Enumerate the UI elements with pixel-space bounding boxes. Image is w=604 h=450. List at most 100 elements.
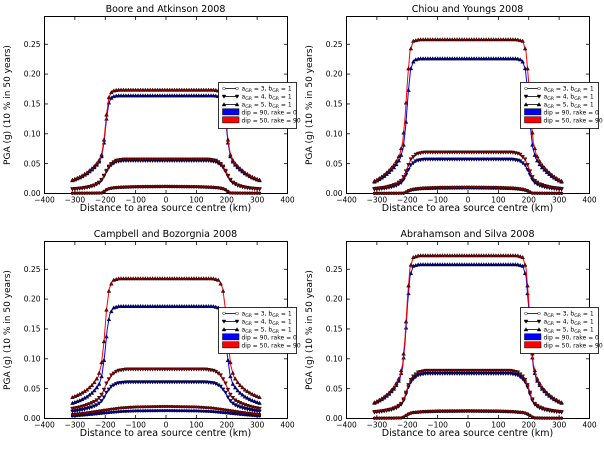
marker-triangle-up bbox=[234, 102, 240, 107]
marker-triangle-up bbox=[213, 87, 219, 92]
marker-triangle-down bbox=[84, 185, 90, 190]
marker-triangle-down bbox=[116, 368, 121, 373]
marker-triangle-up bbox=[556, 398, 562, 403]
y-tick-label: 0.00 bbox=[24, 414, 41, 423]
marker-triangle-down bbox=[79, 186, 85, 191]
legend-patch bbox=[524, 108, 542, 116]
marker-triangle-down bbox=[413, 372, 418, 377]
marker-triangle-down bbox=[87, 184, 92, 189]
marker-triangle-down bbox=[411, 374, 416, 379]
marker-triangle-down bbox=[96, 180, 102, 185]
marker-triangle-down bbox=[121, 368, 126, 373]
marker-triangle-up bbox=[89, 390, 95, 395]
marker-triangle-down bbox=[520, 374, 525, 379]
marker-triangle-down bbox=[79, 404, 85, 409]
marker-circle bbox=[235, 311, 239, 316]
marker-triangle-down bbox=[415, 151, 421, 156]
marker-triangle-up bbox=[389, 387, 394, 392]
marker-triangle-up bbox=[515, 262, 521, 267]
y-axis-label: PGA (g) (10 % in 50 years) bbox=[2, 269, 13, 390]
marker-triangle-down bbox=[82, 185, 87, 190]
x-tick-label: −100 bbox=[427, 421, 448, 430]
marker-triangle-down bbox=[94, 398, 99, 403]
marker-triangle-down bbox=[532, 401, 538, 406]
marker-triangle-up bbox=[518, 38, 523, 43]
marker-triangle-up bbox=[99, 152, 104, 157]
marker-triangle-up bbox=[544, 390, 550, 395]
markers-aGR-4-dip-50-rake-90 bbox=[70, 367, 262, 411]
marker-triangle-up bbox=[252, 392, 257, 397]
marker-triangle-down bbox=[228, 399, 233, 404]
marker-triangle-up bbox=[403, 100, 409, 105]
marker-circle bbox=[102, 189, 106, 193]
marker-circle bbox=[223, 188, 228, 192]
marker-triangle-up bbox=[106, 95, 112, 100]
x-tick-label: −100 bbox=[125, 421, 146, 430]
marker-triangle-up bbox=[552, 174, 557, 179]
marker-triangle-up bbox=[398, 152, 404, 157]
marker-triangle-down bbox=[228, 392, 233, 397]
x-tick-label: 0 bbox=[164, 196, 169, 205]
marker-triangle-up bbox=[96, 381, 102, 386]
marker-triangle-up bbox=[213, 93, 219, 98]
marker-triangle-down bbox=[234, 94, 240, 99]
marker-triangle-up bbox=[401, 351, 406, 356]
marker-triangle-down bbox=[228, 177, 233, 182]
marker-triangle-up bbox=[406, 283, 411, 288]
legend-patch bbox=[222, 116, 240, 124]
marker-triangle-up bbox=[515, 56, 521, 61]
marker-triangle-up bbox=[518, 254, 523, 259]
markers-aGR-3-dip-50-rake-90 bbox=[372, 409, 564, 420]
marker-triangle-down bbox=[518, 152, 523, 157]
x-tick-label: −400 bbox=[34, 421, 55, 430]
plot-canvas: −400 −300 −200 −100 0 100 200 300 400 0.00 0.05 0.1… bbox=[24, 241, 301, 430]
marker-triangle-down bbox=[94, 182, 99, 187]
marker-triangle-up bbox=[233, 385, 238, 390]
marker-triangle-down bbox=[391, 406, 397, 411]
x-axis-label: Distance to area source centre (km) bbox=[381, 428, 554, 439]
marker-triangle-down bbox=[381, 185, 387, 190]
marker-triangle-up bbox=[101, 339, 107, 344]
marker-triangle-up bbox=[556, 177, 562, 182]
marker-triangle-down bbox=[111, 383, 116, 388]
x-axis-label: Distance to area source centre (km) bbox=[381, 203, 554, 214]
y-axis-label: PGA (g) (10 % in 50 years) bbox=[304, 269, 315, 390]
markers-aGR-4-dip-50-rake-90 bbox=[372, 368, 564, 415]
marker-triangle-up bbox=[242, 394, 248, 399]
marker-triangle-up bbox=[84, 170, 90, 175]
subplot-title: Chiou and Youngs 2008 bbox=[411, 4, 524, 15]
marker-triangle-down bbox=[223, 390, 228, 395]
y-tick-label: 0.10 bbox=[24, 354, 41, 363]
legend-label: aGR = 5, bGR = 1 bbox=[242, 327, 292, 335]
marker-triangle-down bbox=[418, 151, 423, 156]
marker-triangle-down bbox=[218, 162, 223, 167]
plot-canvas: −400 −300 −200 −100 0 100 200 300 400 0.00 0.05 0.1… bbox=[24, 16, 301, 205]
marker-triangle-up bbox=[547, 170, 552, 175]
marker-triangle-down bbox=[99, 177, 104, 182]
markers-aGR-4-dip-50-rake-90 bbox=[372, 150, 564, 191]
marker-triangle-up bbox=[537, 380, 542, 385]
marker-triangle-down bbox=[420, 369, 426, 374]
marker-triangle-down bbox=[384, 408, 389, 413]
marker-triangle-up bbox=[87, 385, 92, 390]
marker-triangle-up bbox=[254, 176, 260, 181]
y-tick-label: 0.05 bbox=[24, 384, 41, 393]
subplot-boore-atkinson: −400 −300 −200 −100 0 100 200 300 400 0.00 0.05 0.1… bbox=[0, 0, 302, 225]
marker-triangle-down bbox=[418, 158, 423, 163]
marker-triangle-down bbox=[398, 401, 404, 406]
marker-triangle-up bbox=[542, 167, 547, 172]
marker-triangle-down bbox=[522, 157, 528, 162]
marker-circle bbox=[559, 416, 564, 420]
marker-triangle-up bbox=[230, 370, 236, 375]
marker-triangle-down bbox=[396, 180, 401, 185]
marker-triangle-up bbox=[398, 368, 404, 373]
marker-triangle-down bbox=[104, 381, 109, 386]
x-tick-label: 400 bbox=[582, 196, 597, 205]
marker-triangle-up bbox=[406, 66, 411, 71]
marker-triangle-down bbox=[522, 377, 528, 382]
marker-triangle-up bbox=[532, 368, 538, 373]
x-tick-label: 400 bbox=[280, 196, 295, 205]
marker-triangle-down bbox=[87, 402, 92, 407]
subplot-chiou-youngs: −400 −300 −200 −100 0 100 200 300 400 0.00 0.05 0.1… bbox=[302, 0, 604, 225]
y-tick-label: 0.15 bbox=[24, 100, 41, 109]
